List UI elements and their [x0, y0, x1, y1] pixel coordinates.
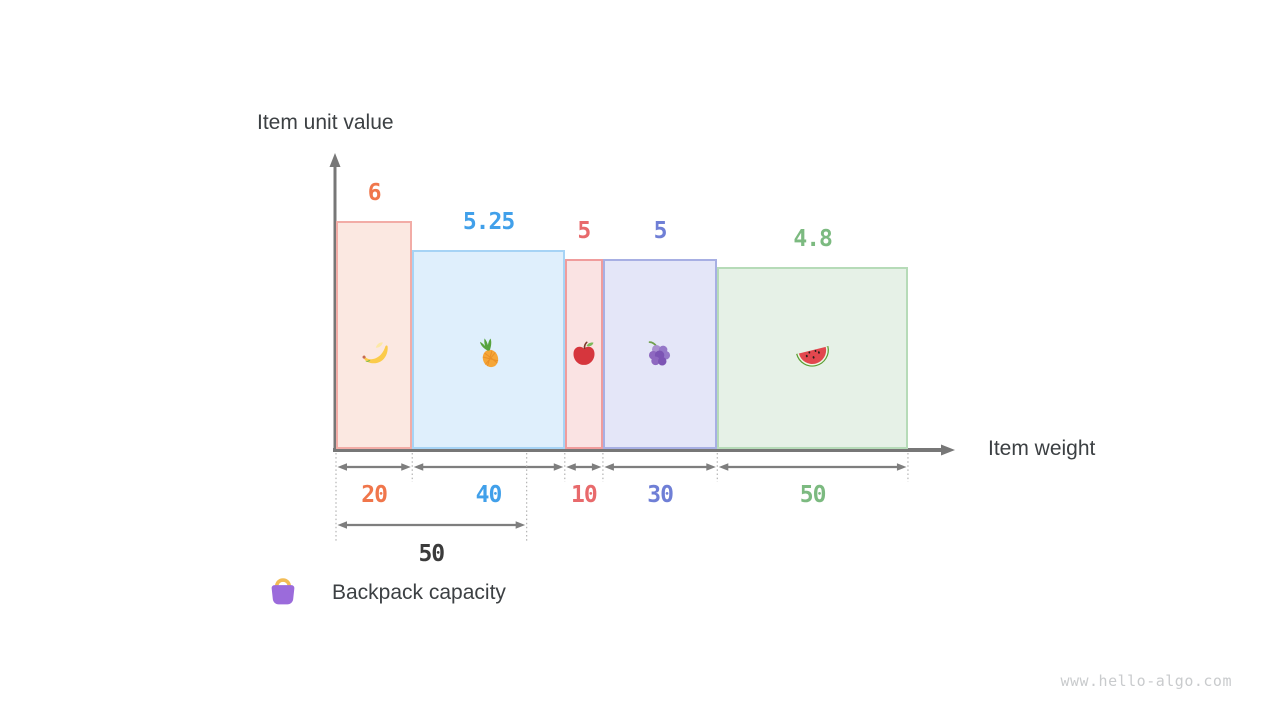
bar-grape [602, 259, 718, 449]
unit-value-label-banana: 6 [367, 180, 382, 206]
handbag-icon [262, 572, 304, 614]
backpack-capacity-label: Backpack capacity [332, 581, 506, 604]
watermark: www.hello-algo.com [1060, 672, 1232, 690]
watermelon-icon [794, 335, 831, 372]
unit-value-label-watermelon: 4.8 [793, 225, 833, 252]
unit-value-label-pineapple: 5.25 [462, 208, 515, 235]
banana-icon [358, 337, 390, 369]
grapes-icon [644, 337, 676, 369]
backpack-capacity-legend: Backpack capacity [262, 572, 506, 614]
weight-label-apple: 10 [570, 482, 598, 508]
backpack-capacity-value: 50 [418, 541, 445, 567]
unit-value-label-apple: 5 [577, 218, 591, 244]
weight-label-watermelon: 50 [799, 482, 827, 508]
unit-value-label-grape: 5 [653, 218, 668, 244]
weight-label-grape: 30 [647, 482, 674, 508]
bar-apple [564, 259, 603, 449]
weight-label-banana: 20 [361, 482, 388, 508]
pineapple-icon [472, 336, 506, 370]
weight-label-pineapple: 40 [475, 482, 503, 508]
y-axis-title: Item unit value [257, 111, 394, 134]
x-axis-title: Item weight [988, 437, 1096, 460]
apple-icon [568, 338, 599, 369]
bar-banana [336, 221, 413, 449]
